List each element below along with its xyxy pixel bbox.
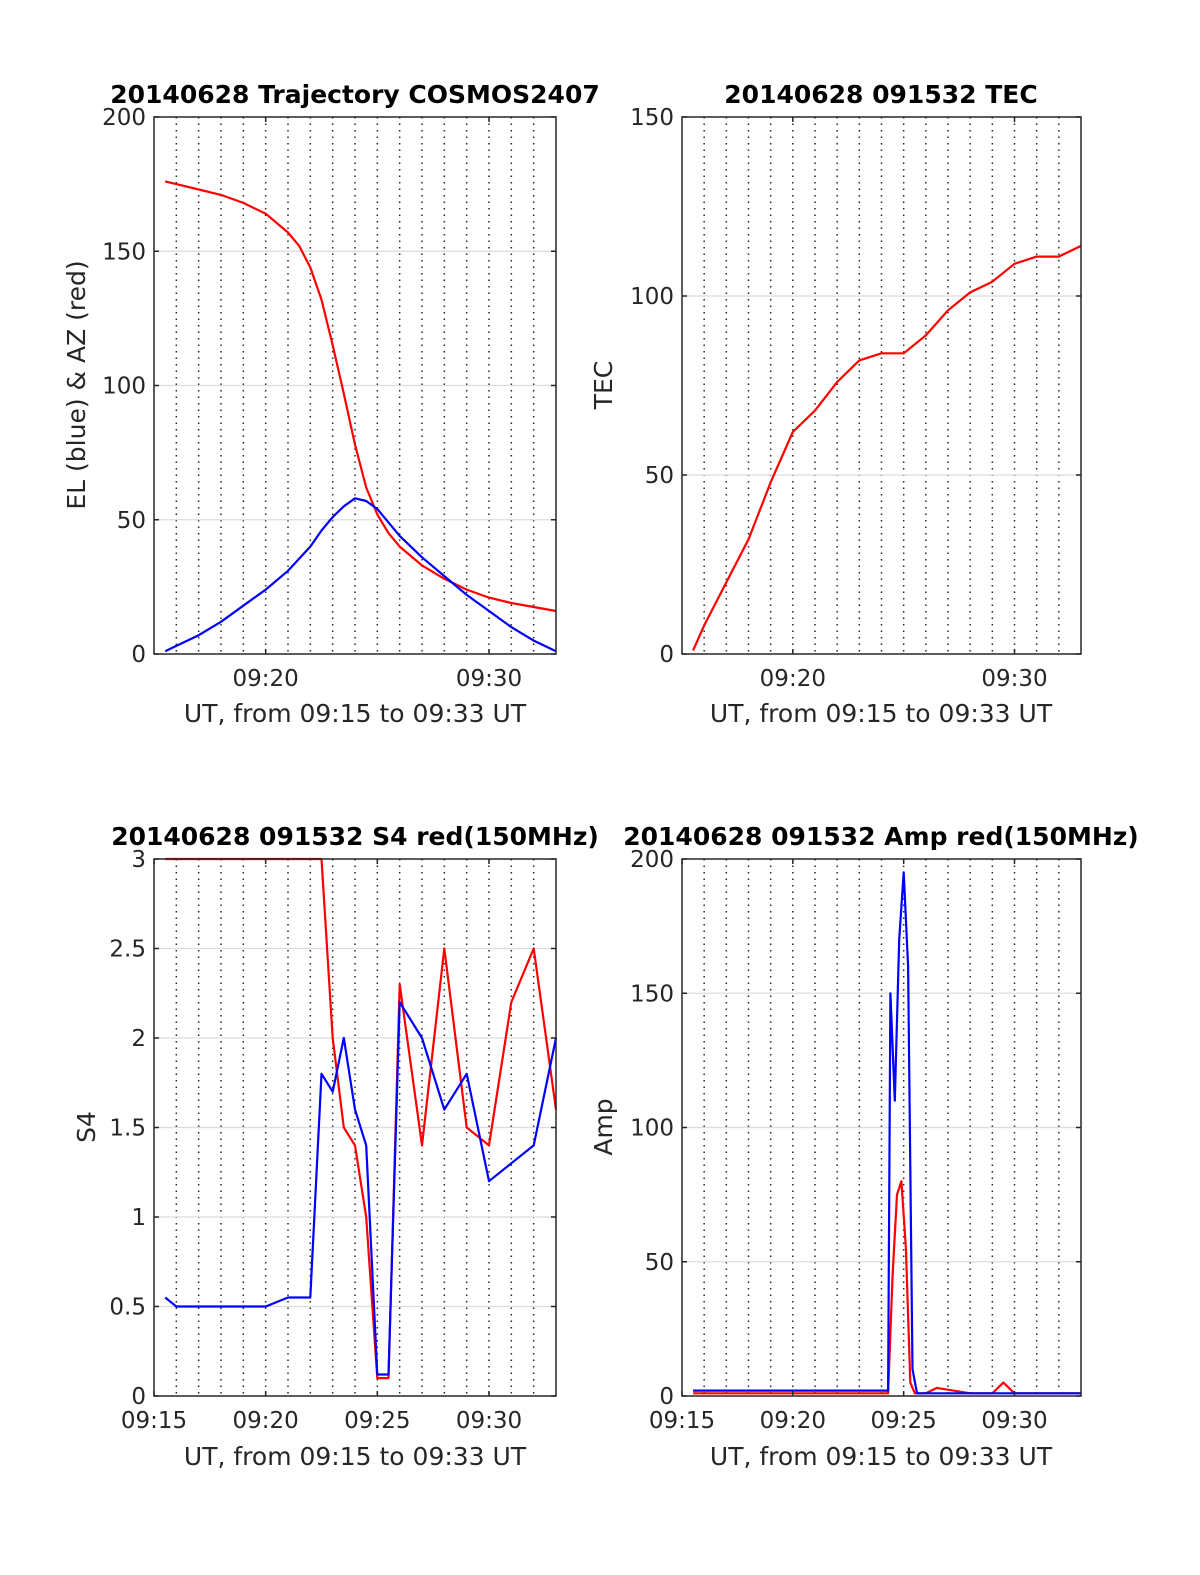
chart-title: 20140628 091532 TEC: [724, 80, 1037, 109]
y-tick-label: 50: [645, 463, 674, 489]
x-axis-label: UT, from 09:15 to 09:33 UT: [184, 699, 527, 728]
x-tick-label: 09:15: [649, 1408, 715, 1434]
panel-s4: 0 0.5 1 1.5 2 2.5 3 09:15 09:20 09:25 09:30 201406…: [72, 822, 599, 1471]
x-tick-label: 09:25: [344, 1408, 410, 1434]
series-line-blue: [693, 871, 1081, 1395]
series-line-el: [164, 497, 557, 653]
x-tick-label: 09:25: [871, 1408, 937, 1434]
plot-area: [682, 117, 1081, 654]
y-tick-label: 100: [630, 284, 674, 310]
x-tick-label: 09:20: [233, 1408, 299, 1434]
x-tick-label: 09:30: [456, 666, 522, 692]
series-line-red: [693, 1180, 1081, 1395]
y-tick-label: 200: [630, 847, 674, 873]
plot-frame: [681, 116, 1082, 655]
y-tick-label: 0: [659, 1384, 674, 1410]
y-tick-label: 50: [117, 508, 146, 534]
panel-amp: 0 50 100 150 200 09:15 09:20 09:25 09:30 2014062…: [589, 822, 1139, 1471]
y-tick-label: 150: [630, 105, 674, 131]
x-tick-label: 09:20: [760, 1408, 826, 1434]
y-tick-label: 100: [630, 1116, 674, 1142]
y-tick-label: 150: [630, 981, 674, 1007]
x-axis-label: UT, from 09:15 to 09:33 UT: [710, 1442, 1053, 1471]
y-axis-label: TEC: [589, 361, 618, 411]
chart-title: 20140628 091532 Amp red(150MHz): [623, 822, 1139, 851]
series-line-tec: [692, 244, 1082, 651]
y-tick-label: 0: [659, 642, 674, 668]
x-tick-label: 09:30: [981, 1408, 1047, 1434]
y-axis-label: Amp: [589, 1098, 618, 1155]
chart-title: 20140628 Trajectory COSMOS2407: [110, 80, 600, 109]
y-tick-label: 0.5: [109, 1295, 146, 1321]
y-tick-label: 0: [131, 642, 146, 668]
x-axis-label: UT, from 09:15 to 09:33 UT: [710, 699, 1053, 728]
y-tick-label: 2.5: [109, 937, 146, 963]
series-line-az: [164, 180, 557, 613]
y-tick-label: 200: [102, 105, 146, 131]
y-tick-label: 1.5: [109, 1116, 146, 1142]
y-tick-label: 2: [131, 1026, 146, 1052]
y-axis-label: S4: [72, 1111, 101, 1143]
y-axis-label: EL (blue) & AZ (red): [62, 260, 91, 509]
x-tick-label: 09:15: [121, 1408, 187, 1434]
chart-title: 20140628 091532 S4 red(150MHz): [111, 822, 599, 851]
y-tick-label: 50: [645, 1250, 674, 1276]
series-line-blue: [164, 1001, 558, 1376]
y-tick-label: 0: [131, 1384, 146, 1410]
panel-trajectory: 0 50 100 150 200 09:20 09:30 20140628 Trajecto…: [62, 80, 600, 728]
x-tick-label: 09:30: [456, 1408, 522, 1434]
x-tick-label: 09:20: [760, 666, 826, 692]
y-tick-label: 1: [131, 1205, 146, 1231]
y-tick-label: 3: [131, 847, 146, 873]
x-tick-label: 09:20: [233, 666, 299, 692]
y-tick-label: 150: [102, 239, 146, 265]
x-axis-label: UT, from 09:15 to 09:33 UT: [184, 1442, 527, 1471]
x-tick-label: 09:30: [981, 666, 1047, 692]
y-tick-label: 100: [102, 374, 146, 400]
